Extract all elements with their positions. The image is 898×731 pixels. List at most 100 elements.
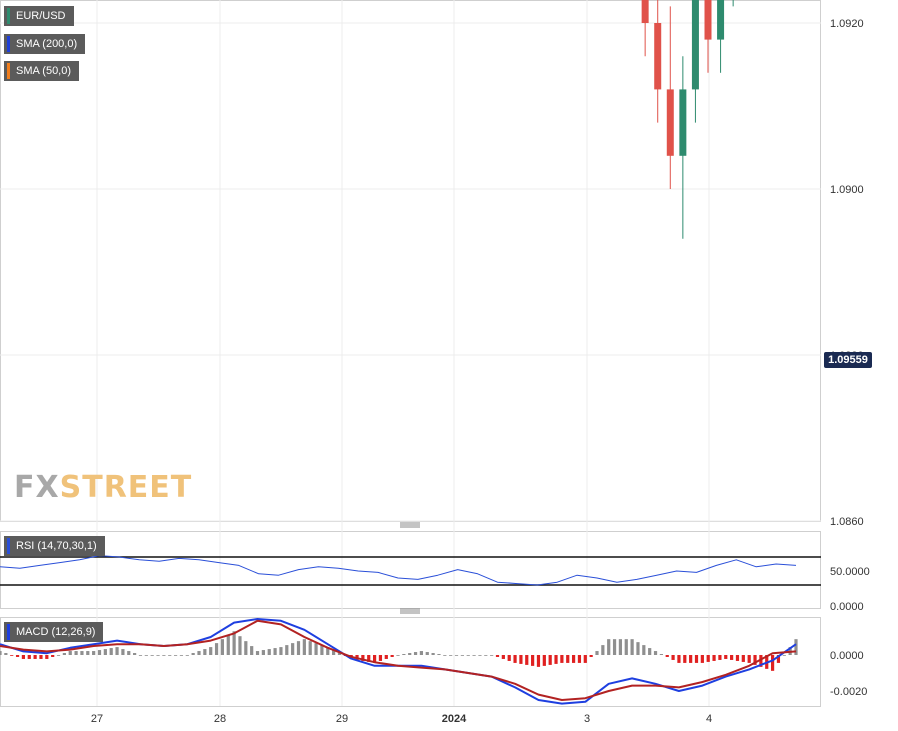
legend-macd[interactable]: MACD (12,26,9) (4, 622, 104, 642)
legend-sma200[interactable]: SMA (200,0) (4, 34, 86, 54)
macd-histogram-bar-negative (571, 655, 576, 663)
macd-histogram-bar-positive (466, 655, 470, 656)
macd-histogram-bar-positive (191, 653, 195, 655)
macd-histogram-bar-negative (378, 655, 383, 661)
macd-histogram-bar-positive (150, 655, 154, 656)
macd-histogram-bar-positive (244, 641, 248, 655)
macd-histogram-bar-positive (607, 639, 611, 655)
legend-symbol[interactable]: EUR/USD (4, 6, 74, 26)
macd-histogram-bar-positive (648, 648, 652, 655)
logo-street: STREET (59, 470, 193, 505)
macd-histogram-bar-positive (86, 651, 90, 655)
macd-histogram-bar-negative (507, 655, 511, 661)
macd-histogram-bar-positive (630, 639, 634, 655)
bullish-candle (691, 0, 699, 90)
macd-histogram-bar-negative (747, 655, 751, 663)
bearish-candle (666, 89, 674, 156)
macd-histogram-bar-positive (642, 645, 646, 655)
macd-histogram-bar-positive (162, 655, 166, 656)
rsi-line (0, 555, 797, 586)
macd-histogram-bar-positive (250, 646, 254, 655)
macd-histogram-bar-positive (261, 650, 265, 655)
macd-histogram-bar-negative (677, 655, 681, 663)
macd-histogram-bar-negative (367, 655, 371, 662)
macd-histogram-bar-negative (665, 655, 669, 657)
bullish-candle (717, 0, 725, 40)
macd-histogram-bar-negative (706, 655, 710, 662)
macd-histogram-bar-positive (220, 639, 225, 655)
macd-histogram-bar-negative (542, 655, 546, 666)
macd-histogram-bar-positive (408, 653, 412, 655)
macd-histogram-bar-positive (203, 649, 207, 655)
x-tick-label: 2024 (442, 713, 467, 725)
macd-histogram-bar-positive (472, 655, 476, 656)
macd-histogram-bar-positive (460, 655, 464, 656)
macd-histogram-bar-negative (525, 655, 529, 665)
macd-histogram-bar-negative (10, 655, 14, 656)
macd-histogram-bar-negative (548, 655, 552, 665)
legend-rsi[interactable]: RSI (14,70,30,1) (4, 536, 105, 556)
signal-line (0, 619, 797, 701)
macd-panel-frame (0, 617, 821, 707)
macd-histogram-bar-positive (618, 639, 623, 655)
macd-histogram-bar-positive (413, 652, 418, 655)
macd-histogram-bar-negative (589, 655, 593, 657)
macd-histogram-bar-positive (595, 651, 599, 655)
macd-histogram-bar-positive (794, 639, 798, 655)
macd-histogram-bar-negative (759, 655, 763, 667)
macd-histogram-bar-positive (267, 649, 271, 655)
macd-histogram-bar-positive (185, 655, 189, 656)
macd-histogram-bar-negative (45, 655, 49, 659)
macd-histogram-bar-positive (273, 648, 277, 655)
macd-histogram-bar-positive (659, 654, 663, 655)
macd-histogram-bar-negative (770, 655, 775, 671)
macd-histogram-bar-positive (115, 647, 119, 655)
legend-sma200-label: SMA (200,0) (16, 38, 78, 50)
sma50-swatch (7, 63, 10, 79)
bullish-candle (679, 89, 687, 156)
macd-histogram-bar-negative (566, 655, 570, 663)
symbol-swatch (7, 8, 10, 24)
macd-histogram-bar-positive (484, 655, 488, 656)
macd-histogram-bar-positive (214, 643, 219, 655)
macd-histogram-bar-positive (396, 655, 400, 656)
y-tick-label: 1.0920 (830, 18, 864, 30)
macd-histogram-bar-positive (156, 655, 160, 656)
macd-histogram-bar-positive (308, 641, 312, 655)
rsi-panel-frame (0, 531, 821, 609)
macd-histogram-bar-negative (501, 655, 505, 659)
macd-histogram-bar-positive (291, 643, 295, 655)
macd-histogram-bar-positive (437, 654, 441, 655)
sma200-swatch (7, 36, 10, 52)
macd-histogram-bar-negative (583, 655, 587, 663)
bearish-candle (704, 0, 712, 40)
legend-sma50[interactable]: SMA (50,0) (4, 61, 80, 81)
macd-histogram-bar-negative (577, 655, 582, 663)
macd-histogram-bar-negative (724, 655, 728, 659)
macd-histogram-bar-positive (332, 650, 336, 655)
macd-line (0, 618, 797, 705)
y-tick-label: 1.0900 (830, 184, 864, 196)
macd-histogram-bar-positive (62, 653, 66, 655)
macd-histogram-bar-positive (173, 655, 178, 656)
macd-histogram-bar-negative (753, 655, 757, 665)
macd-histogram-bar-negative (718, 655, 722, 660)
legend-symbol-label: EUR/USD (16, 10, 66, 22)
macd-histogram-bar-positive (425, 652, 429, 655)
macd-histogram-bar-positive (103, 649, 107, 655)
macd-histogram-bar-negative (39, 655, 43, 659)
macd-histogram-bar-negative (554, 655, 558, 664)
last-price-badge: 1.09559 (824, 352, 872, 368)
macd-tick-label: 0.0000 (830, 650, 864, 662)
macd-histogram-bar-negative (776, 655, 781, 663)
macd-histogram-bar-positive (624, 639, 628, 655)
macd-histogram-bar-negative (390, 655, 394, 657)
macd-histogram-bar-negative (21, 655, 26, 659)
macd-histogram-bar-negative (51, 655, 55, 657)
macd-histogram-bar-positive (337, 653, 342, 655)
macd-histogram-bar-positive (601, 645, 605, 655)
macd-histogram-bar-positive (449, 655, 453, 656)
macd-histogram-bar-positive (285, 645, 289, 655)
rsi-swatch (7, 538, 10, 554)
legend-macd-label: MACD (12,26,9) (16, 626, 96, 638)
